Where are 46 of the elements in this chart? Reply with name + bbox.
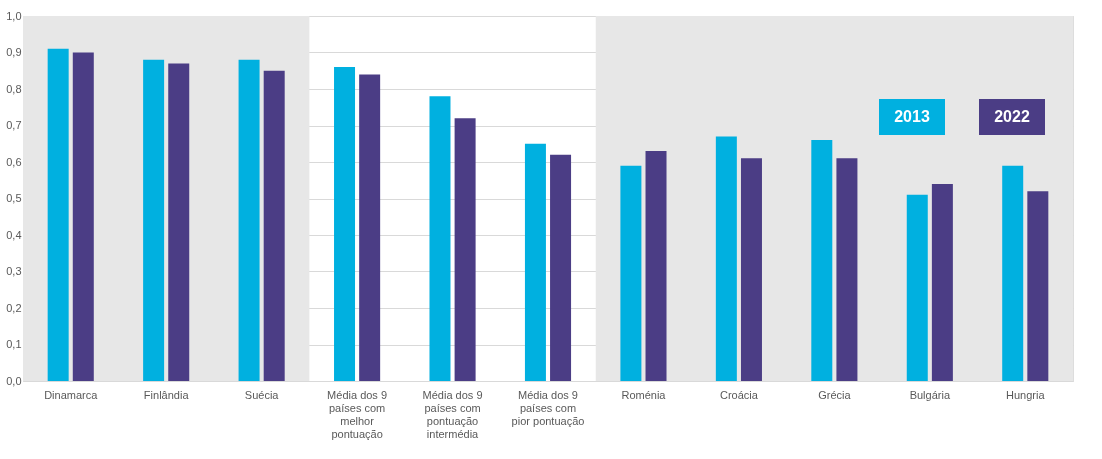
bar xyxy=(238,59,260,381)
text: 2013 xyxy=(894,108,930,125)
bar xyxy=(524,143,546,381)
bar xyxy=(645,151,667,381)
y-tick-label: 0,1 xyxy=(6,338,22,350)
x-tick-label: Média dos 9 países com pontuação intermédia xyxy=(422,388,483,440)
y-tick-label: 0,0 xyxy=(6,374,22,387)
bar xyxy=(168,63,190,381)
y-tick-label: 1,0 xyxy=(6,9,22,22)
bar xyxy=(429,96,451,381)
x-tick-label: Finlândia xyxy=(143,388,190,401)
bar xyxy=(143,59,165,381)
bar xyxy=(72,52,94,381)
bar xyxy=(715,136,737,381)
x-tick-label: Suécia xyxy=(244,388,280,401)
bar xyxy=(263,70,285,381)
bar xyxy=(836,158,858,381)
bar xyxy=(811,140,833,381)
y-tick-label: 0,4 xyxy=(6,228,22,241)
bar xyxy=(931,183,953,381)
text: 2022 xyxy=(994,108,1030,125)
x-tick-label: Hungria xyxy=(1006,388,1046,401)
bar xyxy=(47,48,69,381)
y-tick-label: 0,8 xyxy=(6,82,22,95)
y-tick-label: 0,7 xyxy=(6,119,22,131)
bar xyxy=(620,165,642,381)
bar xyxy=(740,158,762,381)
x-tick-label: Bulgária xyxy=(909,388,951,401)
bar xyxy=(550,154,572,381)
bar xyxy=(906,194,928,381)
bar xyxy=(359,74,381,381)
x-tick-label: Média dos 9 países com melhor pontuação xyxy=(327,388,388,440)
y-tick-label: 0,2 xyxy=(6,301,22,314)
y-tick-label: 0,9 xyxy=(6,46,22,58)
bar xyxy=(1002,165,1024,381)
x-tick-label: Roménia xyxy=(621,388,667,401)
x-tick-label: Dinamarca xyxy=(44,388,99,401)
bar xyxy=(1027,191,1049,381)
y-tick-label: 0,3 xyxy=(6,265,22,277)
bar xyxy=(334,67,356,381)
x-tick-label: Grécia xyxy=(818,388,852,401)
x-tick-label: Croácia xyxy=(719,388,759,401)
y-tick-label: 0,6 xyxy=(6,155,22,168)
x-tick-label: Média dos 9 países com pior pontuação xyxy=(511,388,585,427)
y-tick-label: 0,5 xyxy=(6,192,22,204)
bar xyxy=(454,118,476,381)
